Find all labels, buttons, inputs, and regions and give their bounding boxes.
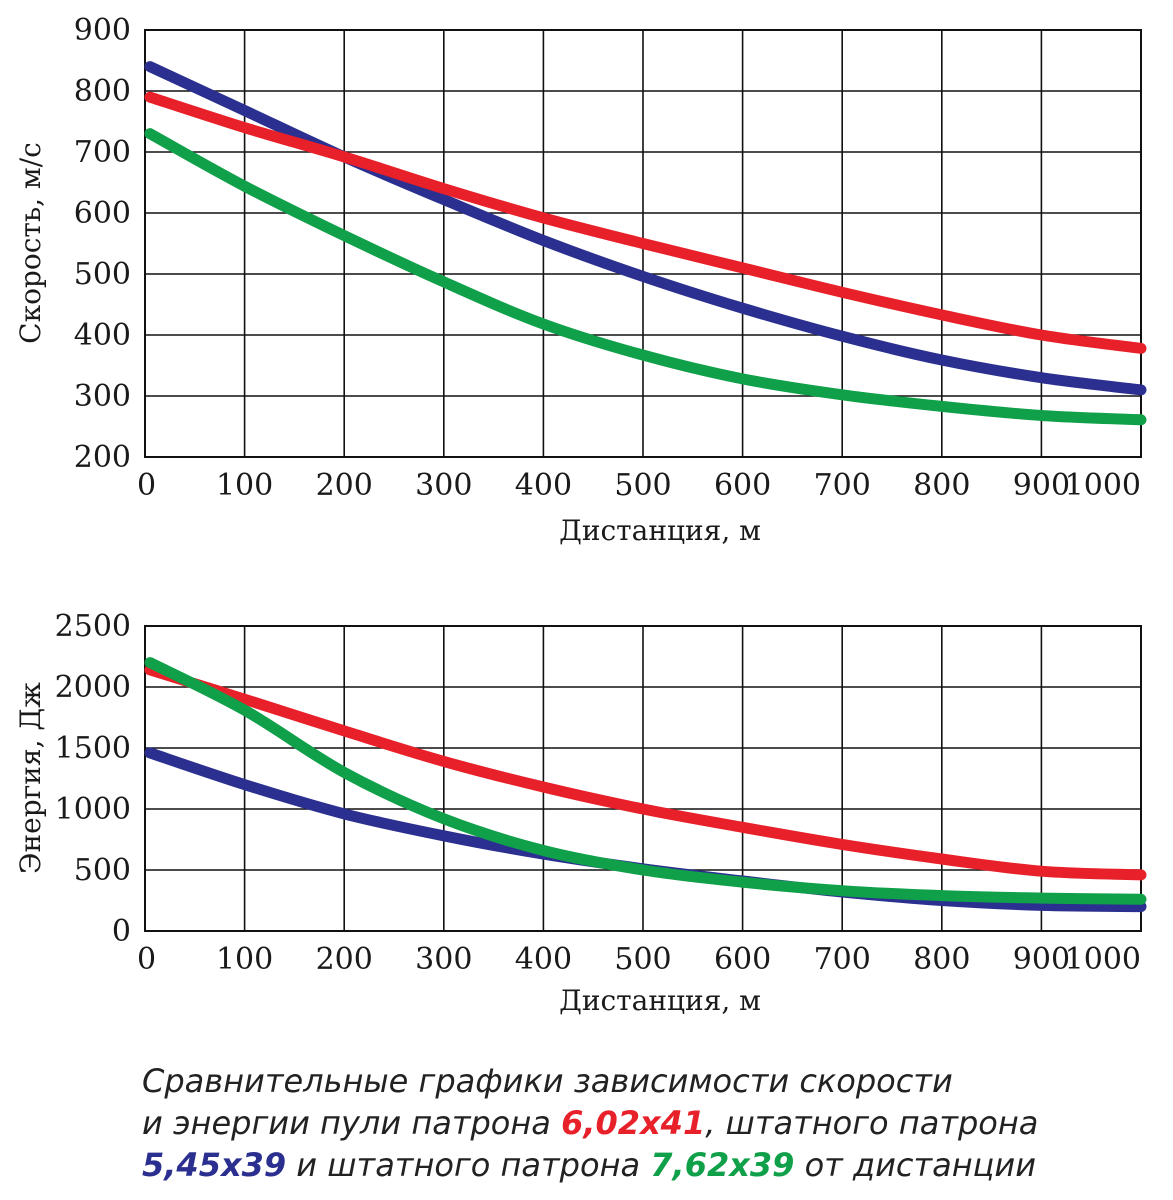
caption-line-2-start: и энергии пули патрона (142, 1104, 562, 1142)
velocity-plot-frame (144, 29, 1142, 458)
energy-x-tick-label: 800 (913, 942, 970, 977)
velocity-x-tick-label: 800 (913, 468, 970, 503)
energy-y-tick-label: 1000 (55, 792, 131, 827)
caption-line-3-mid: и штатного патрона (286, 1146, 651, 1184)
energy-y-axis-title: Энергия, Дж (14, 682, 47, 874)
energy-y-tick-label: 0 (112, 914, 131, 949)
caption-line-2-end: , штатного патрона (705, 1104, 1039, 1142)
velocity-series (144, 61, 1147, 426)
energy-x-tick-label: 500 (614, 942, 671, 977)
velocity-x-tick-label: 300 (415, 468, 472, 503)
energy-y-tick-label: 500 (74, 853, 131, 888)
caption-line-1: Сравнительные графики зависимости скорос… (142, 1062, 953, 1100)
velocity-x-tick-label: 700 (814, 468, 871, 503)
velocity-y-tick-label: 300 (74, 379, 131, 414)
velocity-x-axis-title: Дистанция, м (559, 514, 761, 547)
energy-y-ticks: 0 500 1000 1500 2000 2500 (55, 609, 131, 949)
velocity-x-tick-label: 600 (714, 468, 771, 503)
velocity-y-axis-title: Скорость, м/с (14, 142, 47, 344)
energy-x-tick-label: 100 (216, 942, 273, 977)
velocity-y-tick-label: 900 (74, 13, 131, 48)
velocity-y-tick-label: 400 (74, 318, 131, 353)
caption-cartridge-602: 6,02x41 (561, 1104, 706, 1142)
velocity-x-tick-label: 0 (137, 468, 156, 503)
velocity-chart: 200 300 400 500 600 700 800 900 0 100 200 300 400 50… (14, 13, 1147, 547)
energy-y-tick-label: 2500 (55, 609, 131, 644)
caption-cartridge-545: 5,45x39 (142, 1146, 287, 1184)
charts-canvas: 200 300 400 500 600 700 800 900 0 100 200 300 400 50… (14, 13, 1147, 1017)
energy-series (144, 657, 1147, 913)
velocity-series-line-76239 (144, 128, 1147, 426)
velocity-y-tick-label: 800 (74, 74, 131, 109)
energy-x-tick-label: 900 (1013, 942, 1070, 977)
energy-y-tick-label: 1500 (55, 731, 131, 766)
energy-x-tick-label: 600 (714, 942, 771, 977)
energy-x-tick-label: 700 (814, 942, 871, 977)
energy-y-tick-label: 2000 (55, 670, 131, 705)
caption-line-3: 5,45x39 и штатного патрона 7,62x39 от ди… (142, 1144, 1162, 1186)
velocity-y-tick-label: 200 (74, 440, 131, 475)
caption-cartridge-762: 7,62x39 (650, 1146, 795, 1184)
energy-series-line-60241 (144, 664, 1147, 881)
energy-x-axis-title: Дистанция, м (559, 984, 761, 1017)
energy-x-tick-label: 1000 (1065, 942, 1141, 977)
energy-x-tick-label: 300 (415, 942, 472, 977)
energy-series-line-76239 (144, 657, 1147, 905)
energy-x-tick-label: 0 (137, 942, 156, 977)
figure-caption: Сравнительные графики зависимости скорос… (142, 1060, 1162, 1186)
energy-plot-frame (144, 625, 1142, 932)
velocity-x-tick-label: 500 (614, 468, 671, 503)
velocity-y-tick-label: 700 (74, 135, 131, 170)
energy-chart: 0 500 1000 1500 2000 2500 0 100 200 300 400 500 600… (14, 609, 1147, 1017)
velocity-y-ticks: 200 300 400 500 600 700 800 900 (74, 13, 131, 475)
velocity-y-tick-label: 500 (74, 257, 131, 292)
velocity-x-tick-label: 100 (216, 468, 273, 503)
caption-line-2: и энергии пули патрона 6,02x41, штатного… (142, 1102, 1162, 1144)
velocity-x-tick-label: 900 (1013, 468, 1070, 503)
velocity-y-tick-label: 600 (74, 196, 131, 231)
caption-line-3-end: от дистанции (794, 1146, 1037, 1184)
velocity-x-tick-label: 200 (316, 468, 373, 503)
energy-x-tick-label: 400 (515, 942, 572, 977)
velocity-x-tick-label: 1000 (1065, 468, 1141, 503)
velocity-x-tick-label: 400 (515, 468, 572, 503)
velocity-series-line-60241 (144, 91, 1147, 354)
energy-x-tick-label: 200 (316, 942, 373, 977)
